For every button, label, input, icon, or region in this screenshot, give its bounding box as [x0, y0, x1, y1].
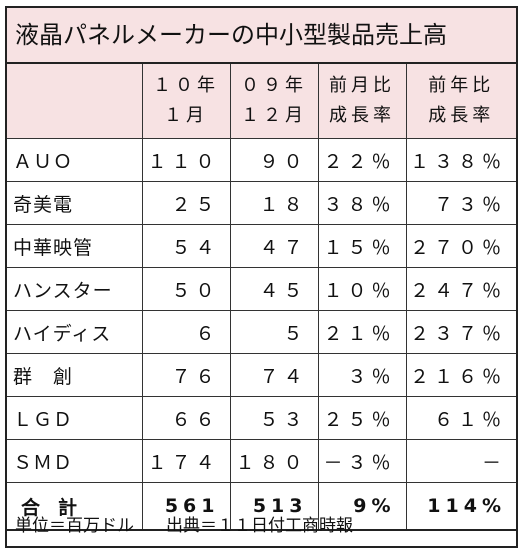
value-dec-2009: ５３: [229, 396, 319, 440]
value-jan-2010: ５０: [141, 267, 231, 311]
maker-name: 中華映管: [7, 224, 143, 268]
table-row: 中華映管 ５４ ４７ １５％ ２７０％: [7, 224, 516, 268]
mom-growth: ２１％: [317, 310, 407, 354]
table-row: 奇美電 ２５ １８ ３８％ ７３％: [7, 181, 516, 225]
mom-growth: ２５％: [317, 396, 407, 440]
yoy-growth: ６１％: [405, 396, 516, 440]
yoy-growth: ２４７％: [405, 267, 516, 311]
mom-growth: －３％: [317, 439, 407, 483]
yoy-growth: １３８％: [405, 138, 516, 182]
table-row: ＡＵＯ １１０ ９０ ２２％ １３８％: [7, 138, 516, 182]
column-header-mom-growth: 前月比 成長率: [317, 64, 407, 139]
yoy-growth: ２１６％: [405, 353, 516, 397]
value-dec-2009: ４５: [229, 267, 319, 311]
corner-cell: [7, 64, 143, 139]
value-jan-2010: ５４: [141, 224, 231, 268]
unit-note: 単位＝百万ドル: [15, 516, 134, 536]
maker-name: ＬＧＤ: [7, 396, 143, 440]
maker-name: ハンスター: [7, 267, 143, 311]
mom-growth: １５％: [317, 224, 407, 268]
mom-growth: ３８％: [317, 181, 407, 225]
value-jan-2010: ６６: [141, 396, 231, 440]
value-dec-2009: ５: [229, 310, 319, 354]
value-dec-2009: ４７: [229, 224, 319, 268]
value-dec-2009: １８: [229, 181, 319, 225]
value-jan-2010: ２５: [141, 181, 231, 225]
value-jan-2010: １７４: [141, 439, 231, 483]
column-header-jan-2010: １０年 １月: [141, 64, 231, 139]
sales-table: １０年 １月 ０９年 １２月 前月比 成長率 前年比 成長率 ＡＵＯ １１０ ９０ ２２…: [7, 64, 516, 531]
table-row: ハイディス ６ ５ ２１％ ２３７％: [7, 310, 516, 354]
mom-growth: ３％: [317, 353, 407, 397]
mom-growth: ２２％: [317, 138, 407, 182]
value-jan-2010: １１０: [141, 138, 231, 182]
mom-growth: １０％: [317, 267, 407, 311]
header-row: １０年 １月 ０９年 １２月 前月比 成長率 前年比 成長率: [7, 64, 516, 139]
maker-name: ＳＭＤ: [7, 439, 143, 483]
maker-name: 奇美電: [7, 181, 143, 225]
total-label: 合計: [7, 482, 143, 531]
value-dec-2009: １８０: [229, 439, 319, 483]
yoy-growth: ７３％: [405, 181, 516, 225]
maker-name: ＡＵＯ: [7, 138, 143, 182]
table-title: 液晶パネルメーカーの中小型製品売上高: [7, 8, 516, 64]
maker-name: 群 創: [7, 353, 143, 397]
sales-table-figure: 液晶パネルメーカーの中小型製品売上高 １０年 １月 ０９年 １２月 前月比 成長率 前…: [5, 6, 518, 548]
value-dec-2009: ９０: [229, 138, 319, 182]
total-row: 合計 561 513 9% 114%: [7, 482, 516, 531]
total-jan-2010: 561: [141, 482, 231, 531]
value-dec-2009: ７４: [229, 353, 319, 397]
total-dec-2009: 513: [229, 482, 319, 531]
yoy-growth: ２３７％: [405, 310, 516, 354]
value-jan-2010: ６: [141, 310, 231, 354]
value-jan-2010: ７６: [141, 353, 231, 397]
table-row: ハンスター ５０ ４５ １０％ ２４７％: [7, 267, 516, 311]
maker-name: ハイディス: [7, 310, 143, 354]
table-row: ＳＭＤ １７４ １８０ －３％ －: [7, 439, 516, 483]
column-header-yoy-growth: 前年比 成長率: [405, 64, 516, 139]
yoy-growth: －: [405, 439, 516, 483]
table-row: ＬＧＤ ６６ ５３ ２５％ ６１％: [7, 396, 516, 440]
total-yoy-growth: 114%: [405, 482, 516, 531]
source-note: 出典＝１１日付工商時報: [166, 516, 353, 536]
yoy-growth: ２７０％: [405, 224, 516, 268]
column-header-dec-2009: ０９年 １２月: [229, 64, 319, 139]
table-footer: 単位＝百万ドル 出典＝１１日付工商時報: [7, 506, 516, 546]
table-row: 群 創 ７６ ７４ ３％ ２１６％: [7, 353, 516, 397]
